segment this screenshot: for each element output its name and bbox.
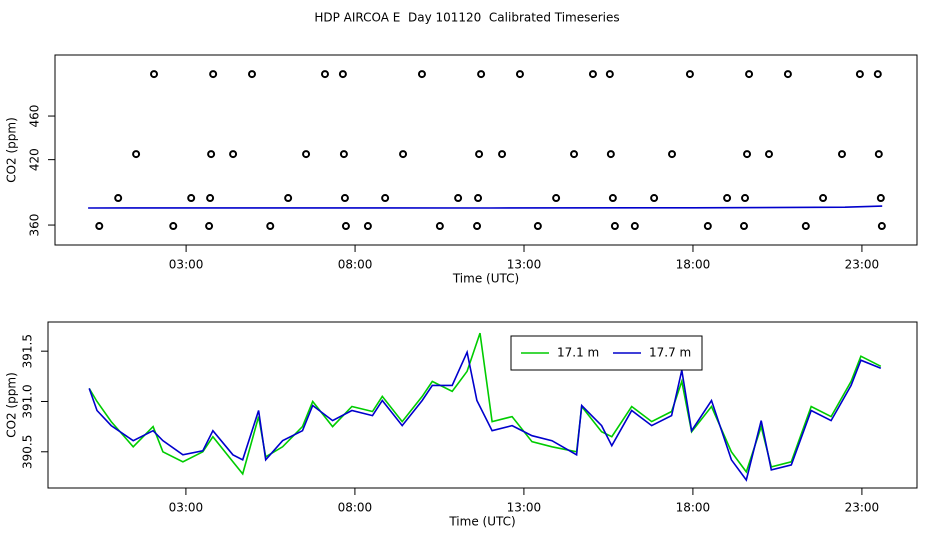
data-point bbox=[533, 222, 542, 231]
data-point bbox=[874, 150, 883, 159]
data-point bbox=[417, 70, 426, 79]
data-point bbox=[340, 194, 349, 203]
y-tick-label: 391.5 bbox=[21, 334, 35, 368]
data-point bbox=[454, 194, 463, 203]
data-point bbox=[341, 222, 350, 231]
data-point bbox=[877, 222, 886, 231]
data-point bbox=[114, 194, 123, 203]
data-line bbox=[88, 332, 882, 476]
data-point bbox=[743, 150, 752, 159]
data-point bbox=[783, 70, 792, 79]
data-point bbox=[605, 70, 614, 79]
data-point bbox=[630, 222, 639, 231]
panel: 03:00 08:00 13:00 18:00 23:00 360 420 460 Time (… bbox=[5, 54, 918, 286]
x-tick-label: 03:00 bbox=[169, 258, 204, 272]
data-point bbox=[399, 150, 408, 159]
data-point bbox=[229, 150, 238, 159]
data-point bbox=[588, 70, 597, 79]
x-axis-title: Time (UTC) bbox=[452, 272, 519, 286]
y-tick-label: 360 bbox=[28, 214, 42, 237]
panel: 03:00 08:00 13:00 18:00 23:00 390.5 391.0 391.5… bbox=[5, 321, 918, 529]
data-point bbox=[552, 194, 561, 203]
data-line bbox=[88, 205, 883, 209]
data-point bbox=[873, 70, 882, 79]
data-point bbox=[650, 194, 659, 203]
data-point bbox=[608, 194, 617, 203]
x-tick-label: 18:00 bbox=[676, 258, 711, 272]
x-tick-label: 13:00 bbox=[507, 258, 542, 272]
data-point bbox=[150, 70, 159, 79]
data-line bbox=[88, 349, 882, 482]
data-point bbox=[837, 150, 846, 159]
data-point bbox=[723, 194, 732, 203]
data-point bbox=[205, 222, 214, 231]
legend-label: 17.1 m bbox=[557, 346, 599, 360]
data-point bbox=[610, 222, 619, 231]
data-point bbox=[266, 222, 275, 231]
data-point bbox=[876, 194, 885, 203]
data-point bbox=[685, 70, 694, 79]
data-point bbox=[498, 150, 507, 159]
data-point bbox=[284, 194, 293, 203]
data-point bbox=[474, 194, 483, 203]
data-point bbox=[320, 70, 329, 79]
data-point bbox=[801, 222, 810, 231]
data-point bbox=[339, 150, 348, 159]
data-point bbox=[570, 150, 579, 159]
data-point bbox=[819, 194, 828, 203]
data-point bbox=[95, 222, 104, 231]
data-point bbox=[207, 150, 216, 159]
data-point bbox=[764, 150, 773, 159]
data-point bbox=[477, 70, 486, 79]
x-tick-label: 03:00 bbox=[169, 501, 204, 515]
data-point bbox=[206, 194, 215, 203]
x-tick-label: 18:00 bbox=[676, 501, 711, 515]
data-point bbox=[668, 150, 677, 159]
data-point bbox=[741, 194, 750, 203]
x-tick-label: 08:00 bbox=[338, 258, 373, 272]
x-tick-label: 23:00 bbox=[845, 501, 880, 515]
y-tick-label: 390.5 bbox=[21, 435, 35, 469]
x-axis-title: Time (UTC) bbox=[448, 515, 515, 529]
data-point bbox=[855, 70, 864, 79]
data-point bbox=[302, 150, 311, 159]
y-axis-title: CO2 (ppm) bbox=[5, 372, 19, 438]
data-point bbox=[363, 222, 372, 231]
data-point bbox=[381, 194, 390, 203]
data-point bbox=[187, 194, 196, 203]
figure-title: HDP AIRCOA E Day 101120 Calibrated Times… bbox=[314, 11, 619, 25]
data-point bbox=[745, 70, 754, 79]
data-point bbox=[739, 222, 748, 231]
x-tick-label: 23:00 bbox=[845, 258, 880, 272]
data-point bbox=[606, 150, 615, 159]
data-point bbox=[247, 70, 256, 79]
data-point bbox=[132, 150, 141, 159]
data-point bbox=[515, 70, 524, 79]
data-point bbox=[703, 222, 712, 231]
data-point bbox=[169, 222, 178, 231]
data-point bbox=[209, 70, 218, 79]
y-axis-title: CO2 (ppm) bbox=[5, 117, 19, 183]
x-tick-label: 13:00 bbox=[507, 501, 542, 515]
y-tick-label: 460 bbox=[28, 105, 42, 128]
y-tick-label: 420 bbox=[28, 148, 42, 171]
y-tick-label: 391.0 bbox=[21, 384, 35, 418]
data-point bbox=[475, 150, 484, 159]
data-point bbox=[338, 70, 347, 79]
x-tick-label: 08:00 bbox=[338, 501, 373, 515]
legend-label: 17.7 m bbox=[649, 346, 691, 360]
plot-frame bbox=[47, 321, 918, 489]
data-point bbox=[473, 222, 482, 231]
data-point bbox=[435, 222, 444, 231]
plot-frame bbox=[54, 54, 918, 246]
